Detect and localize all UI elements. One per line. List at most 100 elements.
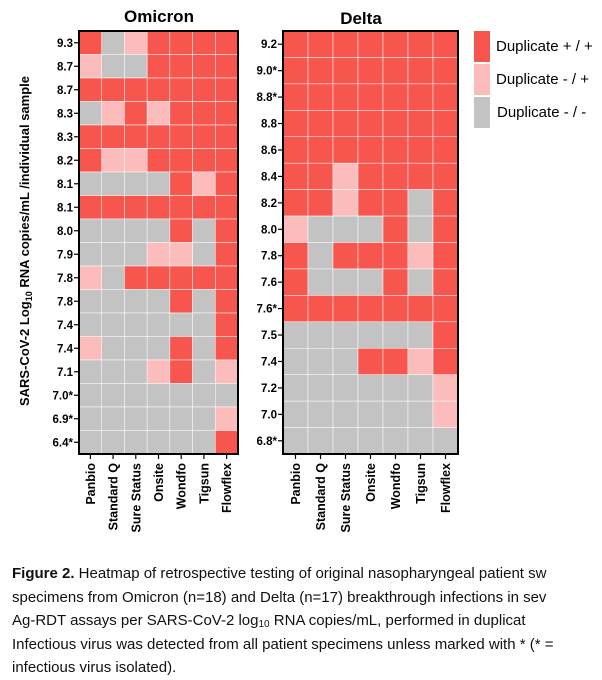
omicron-cell <box>78 171 102 196</box>
omicron-cell <box>101 148 125 173</box>
legend-label-pos-pos: Duplicate + / + <box>496 38 593 55</box>
delta-cell <box>332 348 359 375</box>
omicron-y-tick-label: 8.0 <box>57 226 73 238</box>
omicron-cell <box>78 406 102 431</box>
legend-swatch-pos-pos <box>474 31 490 62</box>
omicron-cell <box>78 383 102 408</box>
delta-cell <box>382 162 409 190</box>
delta-cell <box>407 83 434 111</box>
delta-x-tick-label: Onsite <box>364 463 378 502</box>
omicron-cell <box>192 148 216 173</box>
delta-cell <box>307 110 334 137</box>
omicron-cell <box>101 289 125 314</box>
delta-cell <box>432 348 459 375</box>
delta-title: Delta <box>340 9 382 28</box>
omicron-cell <box>169 312 193 337</box>
omicron-cell <box>215 77 239 102</box>
delta-cell <box>307 268 334 296</box>
delta-cell <box>282 136 309 164</box>
delta-cell <box>282 110 309 137</box>
delta-cell <box>432 215 459 243</box>
delta-y-tick-label: 8.8* <box>257 92 278 104</box>
omicron-x-tick-label: Wondfo <box>175 463 189 510</box>
delta-y-tick-label: 7.4 <box>261 356 278 368</box>
omicron-y-tick-label: 8.1 <box>57 179 74 191</box>
omicron-cell <box>124 430 148 455</box>
omicron-cell <box>101 30 125 55</box>
omicron-y-tick-label: 7.8 <box>57 273 74 285</box>
omicron-cell <box>101 430 125 455</box>
delta-y-tick-label: 8.2 <box>261 198 277 210</box>
delta-cell <box>432 110 459 137</box>
caption-text-3-sub: 10 <box>258 619 270 630</box>
delta-y-tick-label: 8.4 <box>261 171 278 183</box>
omicron-cell <box>124 54 148 79</box>
omicron-cell <box>146 101 171 126</box>
omicron-cell <box>146 242 171 267</box>
omicron-cell <box>101 242 125 267</box>
delta-cell <box>407 321 434 349</box>
omicron-cell <box>78 359 102 384</box>
omicron-cell <box>215 30 239 55</box>
omicron-cell <box>101 171 125 196</box>
omicron-cell <box>169 101 193 126</box>
omicron-cell <box>192 383 216 408</box>
delta-cell <box>357 242 384 270</box>
delta-cell <box>407 242 434 270</box>
omicron-y-tick-label: 6.4* <box>53 437 74 449</box>
omicron-y-tick-label: 8.1 <box>57 202 74 214</box>
caption-line-3: Ag-RDT assays per SARS-CoV-2 log10 RNA c… <box>12 609 602 633</box>
omicron-y-tick-label: 7.4 <box>57 320 74 332</box>
omicron-cell <box>101 383 125 408</box>
omicron-cell <box>215 218 239 243</box>
omicron-cell <box>169 265 193 290</box>
omicron-cell <box>192 359 216 384</box>
omicron-cell <box>78 265 102 290</box>
delta-cell <box>282 400 309 428</box>
omicron-cell <box>192 124 216 149</box>
delta-cell <box>307 348 334 375</box>
omicron-cell <box>169 54 193 79</box>
omicron-cell <box>146 30 171 55</box>
delta-y-tick-label: 6.8* <box>257 436 278 448</box>
delta-cell <box>432 427 459 455</box>
figure-caption: Figure 2. Heatmap of retrospective testi… <box>12 562 602 680</box>
omicron-cell <box>124 124 148 149</box>
delta-cell <box>382 295 409 323</box>
delta-cell <box>432 295 459 323</box>
omicron-cell <box>101 101 125 126</box>
delta-cell <box>307 242 334 270</box>
delta-cell <box>382 30 409 58</box>
delta-cell <box>332 136 359 164</box>
omicron-cell <box>192 265 216 290</box>
delta-cell <box>382 374 409 402</box>
delta-cell <box>357 110 384 137</box>
omicron-cell <box>146 77 171 102</box>
delta-cell <box>407 162 434 190</box>
delta-cell <box>307 57 334 85</box>
delta-cell <box>332 57 359 85</box>
delta-cell <box>407 295 434 323</box>
delta-cell <box>382 427 409 455</box>
omicron-cell <box>78 30 102 55</box>
omicron-cell <box>124 30 148 55</box>
omicron-cell <box>124 242 148 267</box>
omicron-cell <box>215 430 239 455</box>
omicron-cell <box>101 54 125 79</box>
omicron-cell <box>101 406 125 431</box>
legend: Duplicate + / + Duplicate - / + Duplicat… <box>474 31 593 128</box>
omicron-cell <box>169 218 193 243</box>
legend-item-neg-neg: Duplicate - / - <box>474 97 586 128</box>
delta-cell <box>357 295 384 323</box>
omicron-cell <box>78 148 102 173</box>
legend-item-neg-pos: Duplicate - / + <box>474 64 589 95</box>
legend-swatch-neg-pos <box>474 64 490 95</box>
delta-cell <box>282 189 309 217</box>
delta-cell <box>282 162 309 190</box>
y-axis-label: SARS-CoV-2 Log10 RNA copies/mL /individu… <box>17 76 34 406</box>
omicron-cell <box>169 148 193 173</box>
omicron-cell <box>124 148 148 173</box>
delta-cell <box>332 83 359 111</box>
omicron-cell <box>101 312 125 337</box>
omicron-cell <box>192 242 216 267</box>
